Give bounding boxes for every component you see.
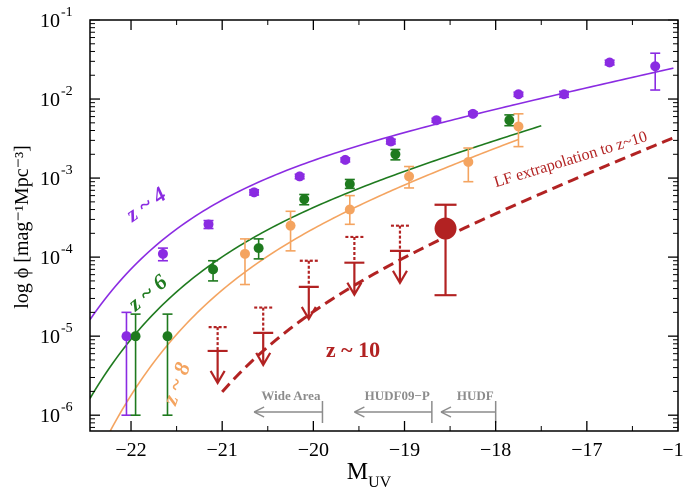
x-tick-label: −20: [298, 439, 329, 461]
x-tick-label: −22: [115, 439, 146, 461]
upper-limit-arrow-head: [209, 370, 226, 386]
y-tick-label-exponent: -3: [61, 163, 73, 178]
depth-marker-label: HUDF09−P: [365, 388, 430, 403]
data-point: [463, 156, 474, 167]
y-tick-label: 10: [40, 10, 60, 32]
fit-curve-series-0: [90, 67, 674, 321]
upper-limit-arrow-head: [300, 306, 317, 322]
y-tick-label: 10: [40, 326, 60, 348]
data-point: [504, 115, 515, 126]
fit-curve-series-2: [109, 138, 519, 431]
extrapolation-curve: [221, 136, 675, 393]
y-tick-label-exponent: -1: [61, 5, 73, 20]
series-label-z8: z ~ 8: [156, 359, 195, 409]
data-point: [294, 171, 305, 182]
data-point: [559, 89, 570, 100]
data-point: [203, 219, 214, 230]
y-tick-label: 10: [40, 247, 60, 269]
series-label-z10: z ~ 10: [326, 337, 380, 362]
data-point: [467, 108, 478, 119]
data-point: [604, 57, 615, 68]
data-point: [239, 248, 250, 259]
data-point: [434, 217, 457, 240]
x-tick-label: −17: [571, 439, 602, 461]
y-tick-label-exponent: -2: [61, 84, 73, 99]
depth-arrow-head: [253, 406, 265, 418]
series-label-z4: z ~ 4: [120, 181, 170, 227]
upper-limit-arrow-head: [392, 270, 408, 286]
y-tick-label-exponent: -4: [61, 242, 73, 257]
data-point: [344, 179, 355, 190]
data-point: [344, 204, 355, 215]
plot-frame: [89, 19, 679, 432]
x-tick-label: −16: [662, 439, 683, 461]
x-tick-label: −21: [207, 439, 238, 461]
y-axis-label: log ϕ [mag⁻¹Mpc⁻³]: [11, 145, 33, 309]
y-tick-label-exponent: -6: [61, 400, 73, 415]
x-axis-label: MUV: [347, 459, 392, 491]
y-tick-label: 10: [40, 405, 60, 427]
data-point: [249, 187, 260, 198]
data-point: [404, 171, 415, 182]
depth-arrow-head: [440, 406, 452, 418]
upper-limit-arrow-head: [346, 282, 363, 297]
x-tick-label: −19: [389, 439, 420, 461]
series-label-z6: z ~ 6: [122, 269, 172, 317]
y-tick-label: 10: [40, 168, 60, 190]
upper-limit-arrow-head: [255, 352, 272, 368]
y-tick-label-exponent: -5: [61, 321, 73, 336]
data-point: [513, 89, 524, 100]
data-point: [157, 248, 168, 259]
data-point: [650, 61, 661, 72]
depth-marker-label: HUDF: [457, 388, 494, 403]
data-point: [385, 136, 396, 147]
depth-marker-label: Wide Area: [261, 388, 321, 403]
x-tick-label: −18: [480, 439, 511, 461]
data-point: [162, 331, 173, 342]
data-point: [340, 154, 351, 165]
data-point: [253, 243, 264, 254]
depth-arrow-head: [354, 406, 365, 418]
data-point: [208, 264, 219, 275]
data-point: [513, 121, 524, 132]
data-point: [390, 149, 401, 160]
data-point: [130, 331, 141, 342]
data-point: [431, 115, 442, 126]
data-point: [299, 194, 310, 205]
y-tick-label: 10: [40, 89, 60, 111]
data-point: [285, 220, 296, 231]
data-point: [121, 331, 132, 342]
fit-curve-series-1: [90, 125, 542, 399]
